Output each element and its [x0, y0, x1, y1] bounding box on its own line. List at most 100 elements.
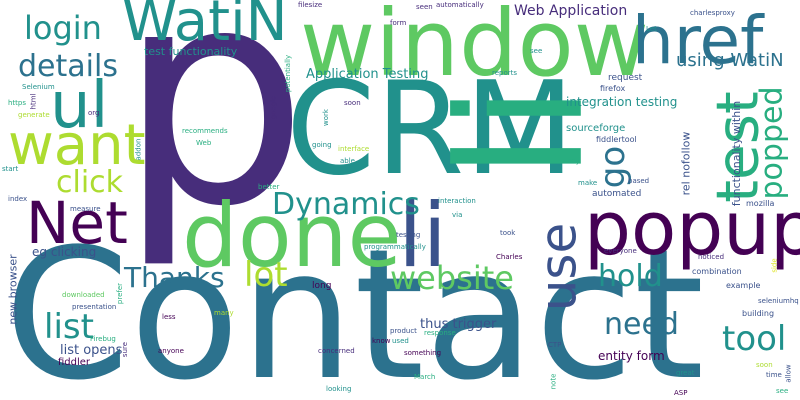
word-thanks: Thanks: [124, 261, 225, 294]
word-form: form: [390, 19, 407, 27]
word-popup: popup: [584, 186, 800, 272]
word-many: many: [214, 309, 234, 317]
word-recommends: recommends: [182, 127, 228, 135]
word-side: side: [770, 258, 779, 273]
word-soon-small: soon: [756, 361, 773, 369]
word-org: org: [88, 109, 100, 117]
word-integration-testing: integration testing: [566, 95, 678, 109]
word-login: login: [24, 9, 102, 47]
word-downloaded: downloaded: [62, 291, 105, 299]
word-long: long: [312, 281, 332, 291]
word-start: start: [2, 165, 19, 173]
word-done: done: [182, 184, 402, 287]
word-interface: interface: [338, 145, 370, 153]
word-based: based: [628, 177, 650, 185]
word-web-application: Web Application: [514, 3, 628, 19]
word-rel-nofollow: rel nofollow: [679, 131, 693, 196]
word-go: go: [593, 145, 634, 189]
word-took: took: [500, 229, 516, 237]
word-march: March: [414, 373, 436, 381]
word-seleniumhq: seleniumhq: [758, 297, 799, 305]
word-entity-form: entity form: [598, 349, 665, 363]
word-ul: ul: [50, 69, 109, 143]
word-allow: allow: [784, 364, 793, 383]
word-filesize: filesize: [298, 1, 323, 9]
word-thus-trigger: thus trigger: [420, 317, 497, 332]
word-popped: popped: [754, 86, 790, 200]
word-example: example: [726, 281, 761, 290]
word-dynamics: Dynamics: [272, 187, 420, 222]
word-automated: automated: [592, 189, 642, 199]
word-index: index: [8, 195, 28, 203]
word-note: note: [549, 373, 558, 390]
word-test-functionality: test functionality: [144, 45, 238, 58]
word-soon: soon: [344, 99, 361, 107]
word-better: better: [258, 183, 280, 191]
word-programmatically: programmatically: [364, 243, 426, 251]
word-html: html: [29, 93, 38, 110]
word-prefer: prefer: [116, 282, 125, 305]
word-selenium: Selenium: [22, 83, 55, 91]
word-going: going: [312, 141, 332, 149]
word-know: know: [372, 337, 391, 345]
word-contact: Contact: [4, 211, 705, 400]
word-request: request: [608, 73, 643, 83]
word-fiddler: fiddler: [58, 357, 91, 368]
word-click: click: [56, 165, 124, 200]
word-see: see: [776, 387, 789, 395]
word-lot: lot: [244, 255, 288, 295]
word-make: make: [578, 179, 598, 187]
word-seen: seen: [416, 3, 433, 11]
word-measure: measure: [70, 205, 101, 213]
word-see-small: see: [530, 47, 543, 55]
word-li: li: [398, 184, 447, 287]
word-say: say: [568, 157, 581, 165]
word-potentially: potentially: [284, 54, 293, 93]
word-href: href: [632, 2, 764, 79]
word-generate: generate: [18, 111, 50, 119]
word-anyone: anyone: [158, 347, 184, 355]
word-firefox: firefox: [600, 84, 626, 93]
word-via: via: [452, 211, 463, 219]
word-eg-clicking: eg clicking: [32, 245, 97, 259]
word-https: https: [8, 99, 27, 107]
word-asp: ASP: [674, 389, 688, 397]
word-ctp: CTP: [548, 341, 562, 349]
word-mozilla: mozilla: [746, 199, 775, 208]
word-testing: testing: [396, 231, 421, 239]
word-functionality-within: functionality within: [730, 100, 744, 207]
word-used: used: [392, 337, 409, 345]
word-charlesproxy: charlesproxy: [690, 9, 735, 17]
word-new-browser: new browser: [6, 254, 20, 325]
word-list-opens: list opens: [60, 343, 123, 358]
word-reports: reports: [492, 69, 518, 77]
word-net: Net: [26, 189, 128, 257]
word-able: able: [340, 157, 355, 165]
word-product: product: [390, 327, 417, 335]
word-looking: looking: [326, 385, 352, 393]
word-something: something: [404, 349, 442, 357]
word-p: p: [118, 0, 309, 272]
word-crm: CRM: [286, 55, 575, 204]
word-hold: hold: [598, 259, 663, 294]
word-presentation: presentation: [72, 303, 117, 311]
word-concerned: concerned: [318, 347, 355, 355]
word-window: window: [300, 0, 650, 97]
word-sure: sure: [121, 341, 130, 358]
word-time: time: [766, 371, 782, 379]
word-details: details: [18, 49, 118, 84]
word-response: response: [424, 329, 456, 337]
word-watin: WatiN: [122, 0, 288, 54]
word-google: google: [269, 95, 278, 120]
word-great: great: [676, 369, 695, 377]
word-us: us: [527, 125, 536, 134]
word-charles: Charles: [496, 253, 523, 261]
word-application-testing: Application Testing: [306, 67, 429, 82]
word-combination: combination: [692, 267, 742, 276]
word-using-watin: using WatiN: [676, 50, 784, 71]
word-everyone: everyone: [604, 247, 637, 255]
word-website: website: [390, 259, 514, 297]
word-automatically: automatically: [436, 1, 484, 9]
word-building: building: [742, 309, 775, 318]
